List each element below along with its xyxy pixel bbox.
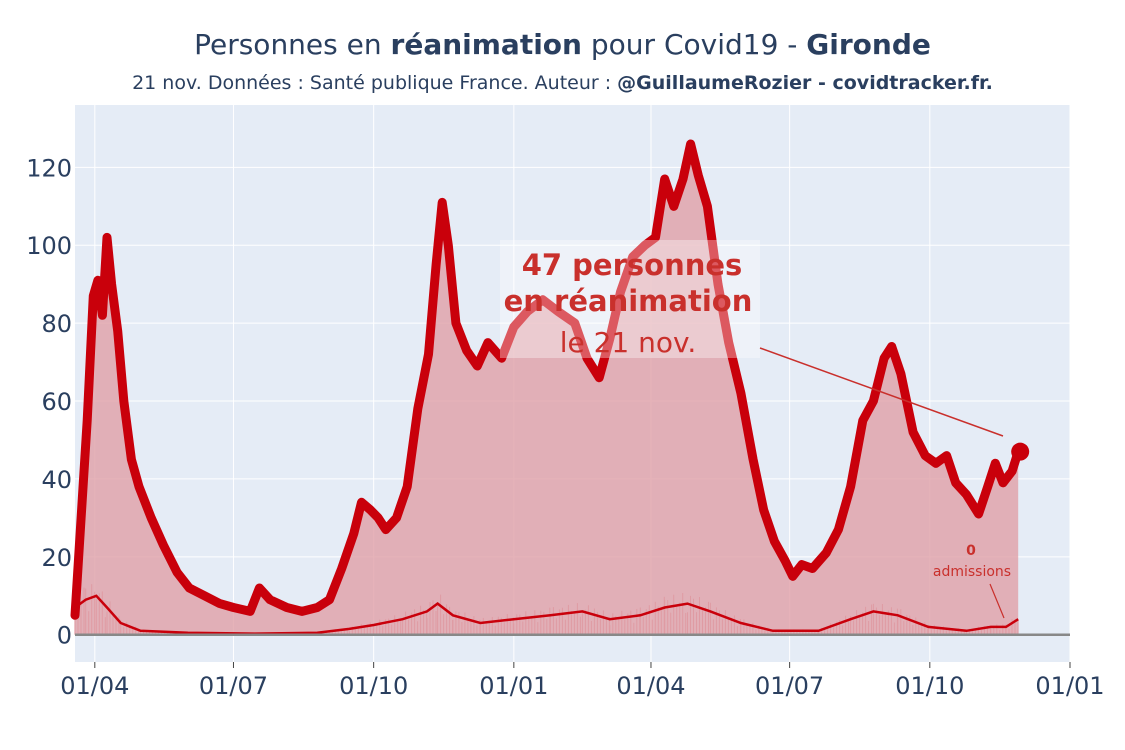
- x-tick-label: 01/01: [1035, 672, 1104, 700]
- x-tick-label: 01/07: [199, 672, 268, 700]
- title-bold-reanimation: réanimation: [390, 28, 582, 61]
- last-value-marker: [1011, 442, 1030, 461]
- annotation-line1: 47 personnes: [522, 248, 743, 282]
- y-tick-label: 60: [41, 388, 72, 416]
- title-bold-gironde: Gironde: [806, 28, 931, 61]
- admissions-label: admissions: [933, 564, 1011, 580]
- y-axis-ticks: 0 20 40 60 80 100 120: [26, 154, 72, 649]
- y-tick-label: 20: [41, 544, 72, 572]
- chart-title: Personnes en réanimation pour Covid19 - …: [0, 28, 1125, 61]
- x-tick-label: 01/01: [479, 672, 548, 700]
- subtitle-author: @GuillaumeRozier - covidtracker.fr.: [617, 72, 993, 94]
- reanimation-area: [75, 144, 1019, 635]
- admissions-arrow: [989, 583, 1005, 619]
- title-mid: pour Covid19 -: [581, 28, 807, 61]
- x-tick-label: 01/04: [60, 672, 129, 700]
- x-tick-label: 01/07: [755, 672, 824, 700]
- annotation-line3: le 21 nov.: [560, 326, 697, 359]
- annotation-arrow: [759, 347, 1004, 437]
- y-tick-label: 0: [57, 622, 72, 650]
- x-tick-label: 01/04: [616, 672, 685, 700]
- admissions-value: 0: [966, 543, 976, 559]
- chart-subtitle: 21 nov. Données : Santé publique France.…: [0, 72, 1125, 94]
- y-tick-label: 80: [41, 310, 72, 338]
- admissions-line: [74, 594, 1019, 635]
- reanimation-line: [70, 139, 1023, 620]
- x-tick-label: 01/10: [895, 672, 964, 700]
- y-tick-label: 40: [41, 466, 72, 494]
- y-tick-label: 120: [26, 154, 72, 182]
- annotation-line2: en réanimation: [504, 284, 753, 318]
- annotation-box: [500, 240, 760, 358]
- x-tick-label: 01/10: [339, 672, 408, 700]
- x-axis-ticks: 01/04 01/07 01/10 01/01 01/04 01/07 01/10 01/01: [60, 662, 1105, 700]
- title-pre: Personnes en: [194, 28, 391, 61]
- subtitle-source: 21 nov. Données : Santé publique France.…: [132, 72, 618, 94]
- y-tick-label: 100: [26, 232, 72, 260]
